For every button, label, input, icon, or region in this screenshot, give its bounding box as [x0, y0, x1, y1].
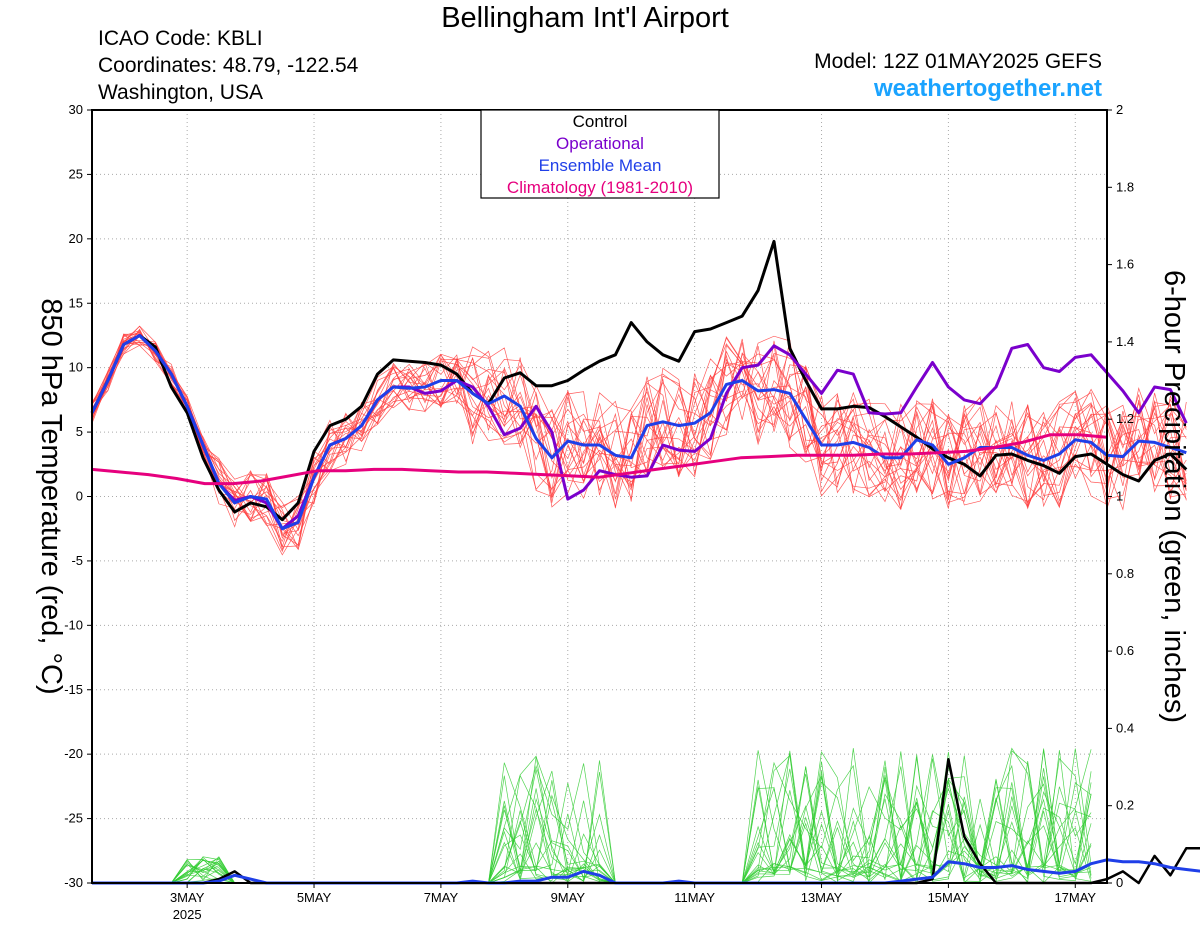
xtick-label: 13MAY: [801, 890, 843, 905]
series-climatology-1981-2010-: [91, 433, 1108, 486]
temp-member-line: [91, 329, 1187, 522]
axes: 302520151050-5-10-15-20-25-3021.81.61.41…: [35, 102, 1190, 922]
series-ensemble-mean: [90, 334, 1187, 531]
legend-entry: Operational: [556, 134, 644, 153]
brand-link[interactable]: weathertogether.net: [873, 75, 1102, 102]
ytick-right-label: 1.2: [1116, 411, 1134, 426]
ytick-left-label: -15: [64, 682, 83, 697]
temp-member-line: [91, 335, 1187, 531]
temp-member-line: [91, 333, 1187, 534]
temp-member-line: [91, 331, 1187, 526]
temp-member-line: [91, 331, 1187, 548]
temp-member-line: [91, 334, 1187, 526]
region: Washington, USA: [98, 81, 263, 104]
ytick-left-label: -10: [64, 617, 83, 632]
ytick-left-label: -25: [64, 811, 83, 826]
xtick-sublabel: 2025: [173, 907, 202, 922]
ytick-left-label: 25: [69, 166, 83, 181]
ytick-right-label: 0.8: [1116, 566, 1134, 581]
ytick-right-label: 0: [1116, 875, 1123, 890]
xtick-label: 15MAY: [928, 890, 970, 905]
ytick-left-label: 30: [69, 102, 83, 117]
ytick-right-label: 1.6: [1116, 257, 1134, 272]
series-lines: [90, 239, 1200, 885]
xtick-label: 7MAY: [424, 890, 459, 905]
xtick-label: 9MAY: [551, 890, 586, 905]
ytick-right-label: 0.2: [1116, 798, 1134, 813]
series-ensemble-mean-precip: [92, 858, 1200, 885]
ytick-left-label: 10: [69, 360, 83, 375]
ytick-left-label: 5: [76, 424, 83, 439]
xtick-label: 11MAY: [674, 890, 715, 905]
legend: Control Operational Ensemble Mean Climatolo…: [480, 109, 720, 199]
y-axis-label-left: 850 hPa Temperature (red, °C): [35, 298, 67, 694]
ytick-left-label: 0: [76, 489, 83, 504]
ytick-right-label: 1.4: [1116, 334, 1134, 349]
legend-entry: Climatology (1981-2010): [507, 178, 693, 197]
ytick-left-label: -30: [64, 875, 83, 890]
page-title: Bellingham Int'l Airport: [441, 2, 729, 34]
series-control-precip: [92, 758, 1200, 885]
ytick-right-label: 0.4: [1116, 720, 1134, 735]
ytick-left-label: -5: [71, 553, 83, 568]
ytick-right-label: 1: [1116, 489, 1123, 504]
legend-entry: Ensemble Mean: [539, 156, 662, 175]
icao-code: ICAO Code: KBLI: [98, 27, 263, 50]
ytick-left-label: 15: [69, 295, 83, 310]
ytick-right-label: 1.8: [1116, 179, 1134, 194]
temp-member-line: [91, 328, 1187, 546]
ytick-left-label: 20: [69, 231, 83, 246]
temp-member-line: [91, 325, 1187, 551]
ytick-right-label: 0.6: [1116, 643, 1134, 658]
xtick-label: 17MAY: [1054, 890, 1096, 905]
ytick-left-label: -20: [64, 746, 83, 761]
grid: [92, 110, 1107, 883]
xtick-label: 3MAY: [170, 890, 205, 905]
xtick-label: 5MAY: [297, 890, 332, 905]
legend-entry: Control: [573, 112, 628, 131]
y-axis-label-right: 6-hour Precipitation (green, inches): [1158, 270, 1190, 723]
legend-box: [480, 109, 720, 199]
ytick-right-label: 2: [1116, 102, 1123, 117]
model-run: Model: 12Z 01MAY2025 GEFS: [814, 50, 1102, 73]
coordinates: Coordinates: 48.79, -122.54: [98, 54, 359, 77]
ensemble-members: [91, 325, 1187, 885]
